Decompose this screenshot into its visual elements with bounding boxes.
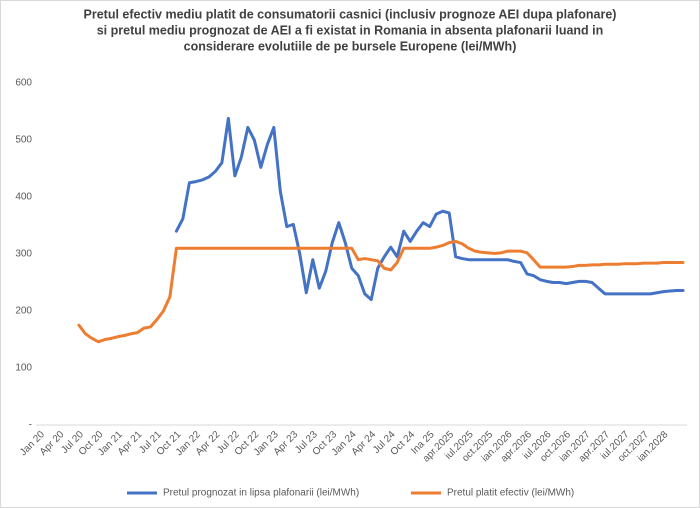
legend-label: Pretul prognozat in lipsa plafonarii (le… bbox=[163, 488, 359, 499]
y-tick-label: 600 bbox=[15, 78, 32, 89]
series-line bbox=[77, 239, 685, 344]
legend-label: Pretul platit efectiv (lei/MWh) bbox=[447, 488, 574, 499]
y-tick-label: 400 bbox=[15, 192, 32, 203]
chart-title: considerare evolutiile de pe bursele Eur… bbox=[184, 39, 517, 53]
y-tick-label: 200 bbox=[15, 306, 32, 317]
chart-title: Pretul efectiv mediu platit de consumato… bbox=[84, 7, 617, 21]
series-line bbox=[174, 116, 685, 302]
y-tick-label: 100 bbox=[15, 363, 32, 374]
y-tick-label: 500 bbox=[15, 135, 32, 146]
y-tick-label: 300 bbox=[15, 249, 32, 260]
y-tick-label: - bbox=[29, 420, 32, 431]
chart-title: si pretul mediu prognozat de AEI a fi ex… bbox=[97, 23, 604, 37]
